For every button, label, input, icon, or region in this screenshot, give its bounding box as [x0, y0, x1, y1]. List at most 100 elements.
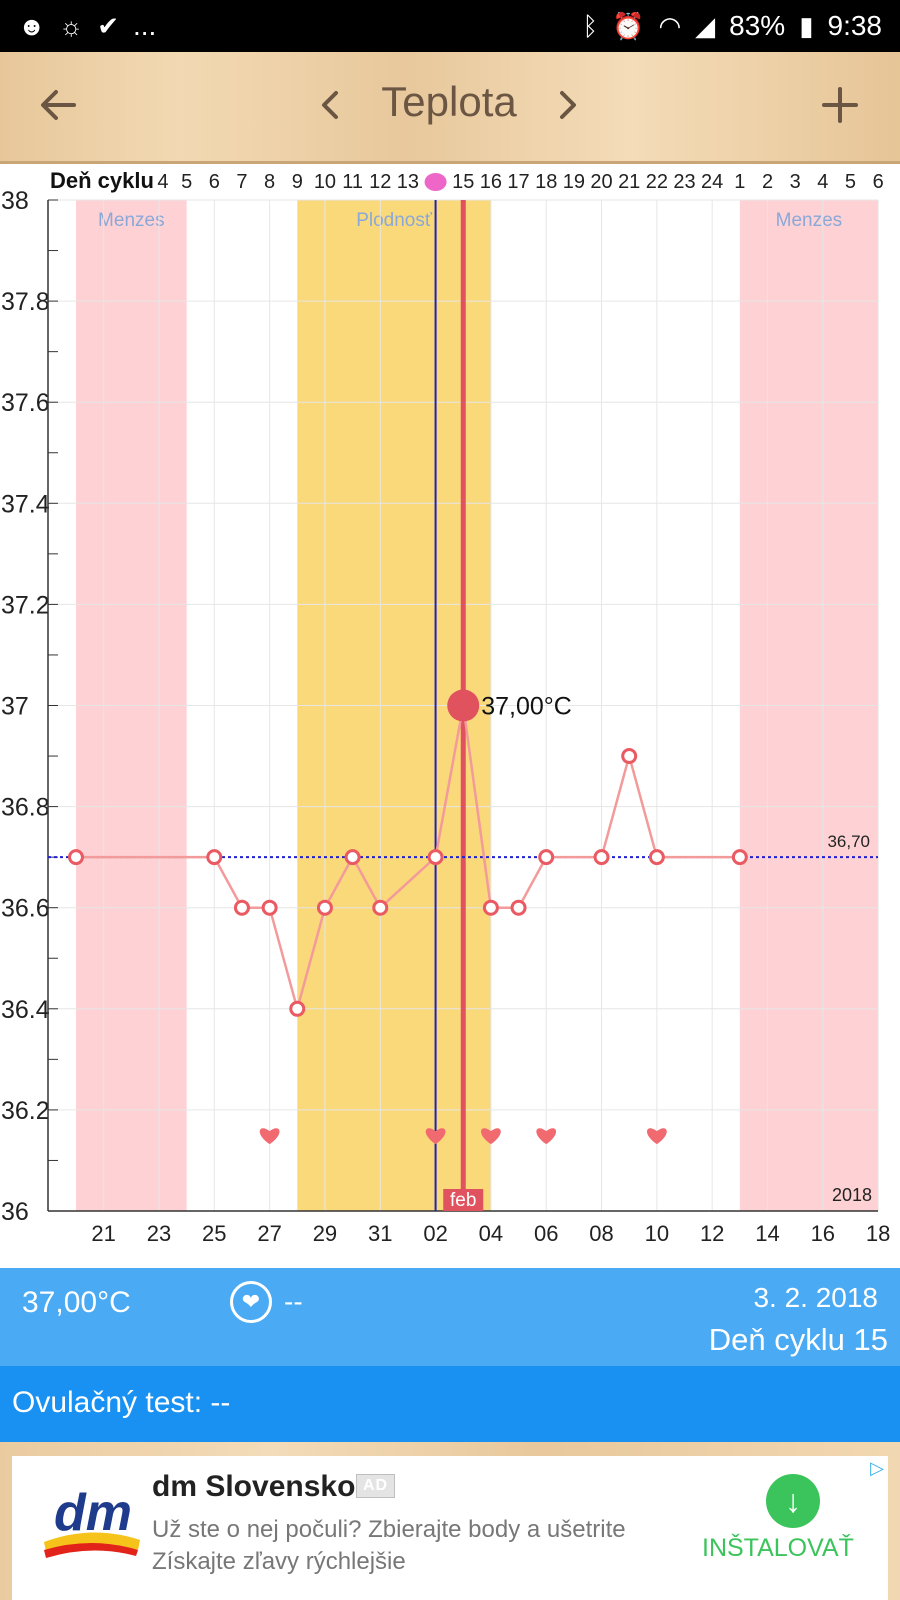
x-tick-label: 29 — [313, 1221, 337, 1246]
selected-temperature: 37,00°C — [22, 1286, 131, 1319]
heart-icon — [481, 1128, 501, 1145]
temperature-point — [621, 748, 638, 765]
next-button[interactable] — [548, 72, 588, 138]
temperature-point — [538, 849, 555, 866]
cycle-day-tick: 1 — [734, 171, 745, 193]
ad-badge: AD — [356, 1474, 396, 1498]
cycle-day-tick: 5 — [845, 171, 856, 193]
add-button[interactable] — [810, 72, 870, 138]
y-tick-label: 37.2 — [1, 591, 50, 619]
cycle-day-tick: 6 — [873, 171, 884, 193]
cycle-day-tick: 6 — [209, 171, 220, 193]
svg-text:dm: dm — [54, 1484, 132, 1542]
cycle-day-tick: 10 — [314, 171, 336, 193]
notification-more: ... — [133, 10, 157, 41]
temperature-point — [344, 849, 361, 866]
cycle-day-tick: 3 — [790, 171, 801, 193]
info-bar: 37,00°C ❤ -- 3. 2. 2018 Deň cyklu 15 — [0, 1268, 900, 1366]
x-tick-label: 10 — [645, 1221, 669, 1246]
x-tick-label: 18 — [866, 1221, 890, 1246]
cycle-day-tick: 2 — [762, 171, 773, 193]
arrow-left-icon — [41, 90, 76, 120]
ad-card[interactable]: dm dm Slovensko AD Už ste o nej počuli? … — [12, 1456, 888, 1600]
temperature-point — [427, 849, 444, 866]
cycle-day-tick: 15 — [452, 171, 474, 193]
ad-banner: dm dm Slovensko AD Už ste o nej počuli? … — [0, 1442, 900, 1600]
temperature-point — [316, 899, 333, 916]
download-icon[interactable]: ↓ — [766, 1474, 820, 1528]
x-tick-label: 08 — [589, 1221, 613, 1246]
y-tick-label: 37.4 — [1, 490, 50, 518]
month-marker-label: feb — [450, 1190, 476, 1211]
temperature-point — [206, 849, 223, 866]
chevron-left-icon — [322, 91, 338, 119]
y-tick-label: 36.6 — [1, 895, 50, 923]
app-bar: Teplota — [0, 52, 900, 164]
cycle-day-tick: 18 — [535, 171, 557, 193]
back-button[interactable] — [28, 72, 88, 138]
year-label: 2018 — [832, 1185, 872, 1205]
bluetooth-icon: ᛒ — [582, 10, 599, 41]
cycle-day-tick: 4 — [157, 171, 168, 193]
selected-cycle-day: Deň cyklu 15 — [708, 1322, 888, 1357]
previous-button[interactable] — [310, 72, 350, 138]
x-tick-label: 04 — [479, 1221, 503, 1246]
heart-value: -- — [284, 1286, 303, 1317]
chevron-right-icon — [560, 91, 576, 119]
ovulation-test-bar[interactable]: Ovulačný test: -- — [0, 1366, 900, 1442]
cycle-day-tick: 22 — [646, 171, 668, 193]
month-marker-bg — [443, 1189, 484, 1211]
temperature-point — [482, 899, 499, 916]
cycle-day-tick: 19 — [563, 171, 585, 193]
chart-svg[interactable]: Menzes Plodnosť Menzes3837.837.637.437.237… — [0, 164, 900, 1268]
band-label: Menzes — [98, 210, 165, 231]
x-tick-label: 31 — [368, 1221, 392, 1246]
x-tick-label: 27 — [257, 1221, 281, 1246]
temperature-point — [68, 849, 84, 866]
y-tick-label: 36 — [1, 1198, 29, 1226]
clock: 9:38 — [827, 10, 883, 41]
ad-text-line2: Získajte zľavy rýchlejšie — [152, 1548, 406, 1575]
cycle-day-tick: 17 — [507, 171, 529, 193]
y-tick-label: 37 — [1, 693, 29, 721]
signal-icon: ◢ — [695, 10, 716, 41]
temperature-point — [593, 849, 610, 866]
page-title: Teplota — [381, 78, 517, 125]
battery-icon: ▮ — [799, 10, 814, 41]
heart-icon — [425, 1128, 446, 1145]
coverline-label: 36,70 — [827, 832, 870, 851]
temperature-chart[interactable]: Menzes Plodnosť Menzes 38 37.8 37.6 37.4 37.2 37… — [0, 164, 900, 1268]
y-tick-label: 37.6 — [1, 389, 50, 417]
y-tick-label: 36.8 — [1, 794, 50, 822]
temperature-point — [510, 899, 527, 916]
x-tick-label: 16 — [811, 1221, 835, 1246]
temperature-point — [233, 899, 250, 916]
cycle-day-tick: 9 — [292, 171, 303, 193]
selected-date: 3. 2. 2018 — [753, 1282, 878, 1313]
adchoices-icon[interactable]: ▷ — [870, 1458, 884, 1478]
y-tick-label: 36.2 — [1, 1097, 50, 1125]
cycle-day-tick: 11 — [342, 171, 363, 193]
cycle-day-tick: 12 — [369, 171, 391, 193]
cycle-day-tick: 21 — [618, 171, 640, 193]
y-tick-label: 37.8 — [1, 288, 50, 316]
dm-logo: dm — [44, 1484, 140, 1558]
temperature-point — [261, 899, 278, 916]
cycle-day-tick: 4 — [817, 171, 828, 193]
x-tick-label: 14 — [755, 1221, 779, 1246]
y-tick-label: 36.4 — [1, 996, 50, 1024]
check-icon: ✔ — [97, 10, 119, 41]
heart-icon — [536, 1128, 557, 1145]
cycle-day-tick: 24 — [701, 171, 723, 193]
heart-icon — [259, 1128, 280, 1145]
cycle-day-label: Deň cyklu — [50, 168, 154, 193]
temperature-point — [648, 849, 665, 866]
cycle-day-tick: 20 — [590, 171, 612, 193]
x-tick-label: 02 — [423, 1221, 447, 1246]
install-button[interactable]: INŠTALOVAŤ — [702, 1534, 854, 1562]
plus-icon — [822, 87, 858, 123]
x-tick-label: 12 — [700, 1221, 724, 1246]
heart-icon[interactable]: ❤ — [230, 1281, 272, 1323]
temperature-point — [289, 1000, 306, 1017]
band-label: Menzes — [776, 210, 843, 231]
